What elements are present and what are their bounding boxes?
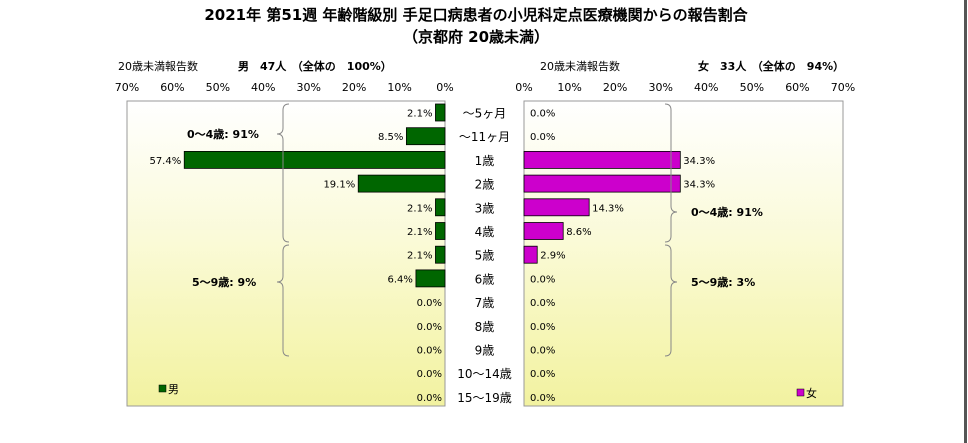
age-category-label: 15～19歳	[457, 391, 512, 405]
male-value-label: 0.0%	[417, 346, 442, 357]
female-value-label: 0.0%	[530, 369, 555, 380]
male-bar	[357, 174, 446, 193]
male-value-label: 0.0%	[417, 369, 442, 380]
female-value-label: 0.0%	[530, 322, 555, 333]
left-tick-label: 50%	[206, 81, 230, 94]
female-value-label: 34.3%	[683, 180, 715, 191]
right-brace-5-9	[664, 244, 678, 357]
right-tick-label: 60%	[785, 81, 809, 94]
male-value-label: 2.1%	[407, 109, 432, 120]
male-value-label: 0.0%	[417, 393, 442, 404]
age-category-label: 1歳	[475, 154, 495, 168]
age-category-label: ～5ヶ月	[463, 107, 507, 121]
right-plot-area	[523, 100, 844, 407]
left-axis-ticks: 70% 60% 50% 40% 30% 20% 10% 0%	[115, 81, 454, 94]
legend-label-female: 女	[806, 386, 817, 400]
female-value-label: 0.0%	[530, 274, 555, 285]
left-tick-label: 10%	[387, 81, 411, 94]
age-category-label: ～11ヶ月	[459, 130, 510, 144]
male-bar	[435, 245, 446, 264]
female-bars	[523, 150, 681, 264]
female-value-label: 14.3%	[592, 203, 624, 214]
age-category-labels: ～5ヶ月 ～11ヶ月 1歳 2歳 3歳 4歳 5歳 6歳 7歳 8歳 9歳 10～14歳 15～19歳	[457, 107, 512, 405]
left-tick-label: 40%	[251, 81, 275, 94]
female-value-label: 0.0%	[530, 109, 555, 120]
legend-swatch-male	[158, 384, 167, 393]
left-header-label: 20歳未満報告数	[118, 60, 198, 73]
window-edge	[964, 0, 967, 443]
left-plot-area	[126, 100, 446, 407]
female-value-label: 8.6%	[566, 227, 591, 238]
right-tick-label: 20%	[603, 81, 627, 94]
age-category-label: 3歳	[475, 201, 495, 215]
male-value-label: 2.1%	[407, 227, 432, 238]
male-value-label: 19.1%	[323, 180, 355, 191]
age-category-label: 2歳	[475, 178, 495, 192]
right-group-label-0-4: 0～4歳: 91%	[691, 205, 763, 219]
left-brace-5-9	[276, 244, 290, 357]
male-bar	[435, 222, 446, 240]
female-bar	[523, 150, 681, 169]
right-axis-ticks: 0% 10% 20% 30% 40% 50% 60% 70%	[515, 81, 855, 94]
age-category-label: 7歳	[475, 296, 495, 310]
female-value-label: 0.0%	[530, 298, 555, 309]
female-value-label: 0.0%	[530, 132, 555, 143]
left-tick-label: 30%	[296, 81, 320, 94]
female-value-labels: 0.0% 0.0% 34.3% 34.3% 14.3% 8.6% 2.9% 0.0% 0.0% 0…	[530, 109, 715, 404]
left-group-label-5-9: 5～9歳: 9%	[192, 275, 256, 289]
age-category-label: 9歳	[475, 344, 495, 358]
right-tick-label: 0%	[515, 81, 532, 94]
right-tick-label: 50%	[740, 81, 764, 94]
male-bars	[183, 103, 446, 288]
male-value-label: 6.4%	[388, 274, 413, 285]
female-bar	[523, 245, 538, 264]
right-tick-label: 40%	[694, 81, 718, 94]
left-tick-label: 20%	[342, 81, 366, 94]
female-value-label: 0.0%	[530, 393, 555, 404]
left-tick-label: 0%	[436, 81, 453, 94]
female-value-label: 0.0%	[530, 346, 555, 357]
right-group-label-5-9: 5～9歳: 3%	[691, 275, 755, 289]
left-group-label-0-4: 0～4歳: 91%	[187, 127, 259, 141]
age-category-label: 5歳	[475, 249, 495, 263]
male-value-label: 8.5%	[378, 132, 403, 143]
left-brace-0-4	[276, 103, 290, 243]
age-category-label: 6歳	[475, 272, 495, 286]
right-header-summary: 女 33人 （全体の 94%）	[698, 59, 844, 73]
male-bar	[415, 269, 446, 288]
male-value-labels: 2.1% 8.5% 57.4% 19.1% 2.1% 2.1% 2.1% 6.4% 0.0% 0.…	[149, 109, 442, 404]
chart-title: 2021年 第51週 年齢階級別 手足口病患者の小児科定点医療機関からの報告割合	[204, 6, 748, 24]
left-tick-label: 70%	[115, 81, 139, 94]
right-brace-0-4	[664, 103, 678, 243]
male-value-label: 57.4%	[149, 156, 181, 167]
male-value-label: 0.0%	[417, 322, 442, 333]
right-tick-label: 10%	[557, 81, 581, 94]
left-header-summary: 男 47人 （全体の 100%）	[238, 59, 392, 73]
legend-swatch-female	[796, 388, 805, 397]
age-category-label: 10～14歳	[457, 367, 512, 381]
male-bar	[435, 198, 446, 217]
right-tick-label: 70%	[831, 81, 855, 94]
right-tick-label: 30%	[648, 81, 672, 94]
female-value-label: 2.9%	[540, 251, 565, 262]
male-value-label: 0.0%	[417, 298, 442, 309]
male-bar	[183, 150, 446, 169]
male-value-label: 2.1%	[407, 203, 432, 214]
left-tick-label: 60%	[160, 81, 184, 94]
chart-subtitle: （京都府 20歳未満）	[403, 28, 549, 46]
female-bar	[523, 222, 564, 240]
male-value-label: 2.1%	[407, 251, 432, 262]
right-header-label: 20歳未満報告数	[540, 60, 620, 73]
female-value-label: 34.3%	[683, 156, 715, 167]
legend-label-male: 男	[168, 383, 179, 396]
female-bar	[523, 198, 590, 217]
male-bar	[435, 103, 446, 122]
female-bar	[523, 174, 681, 193]
age-category-label: 8歳	[475, 320, 495, 334]
male-bar	[405, 127, 446, 146]
age-category-label: 4歳	[475, 225, 495, 239]
